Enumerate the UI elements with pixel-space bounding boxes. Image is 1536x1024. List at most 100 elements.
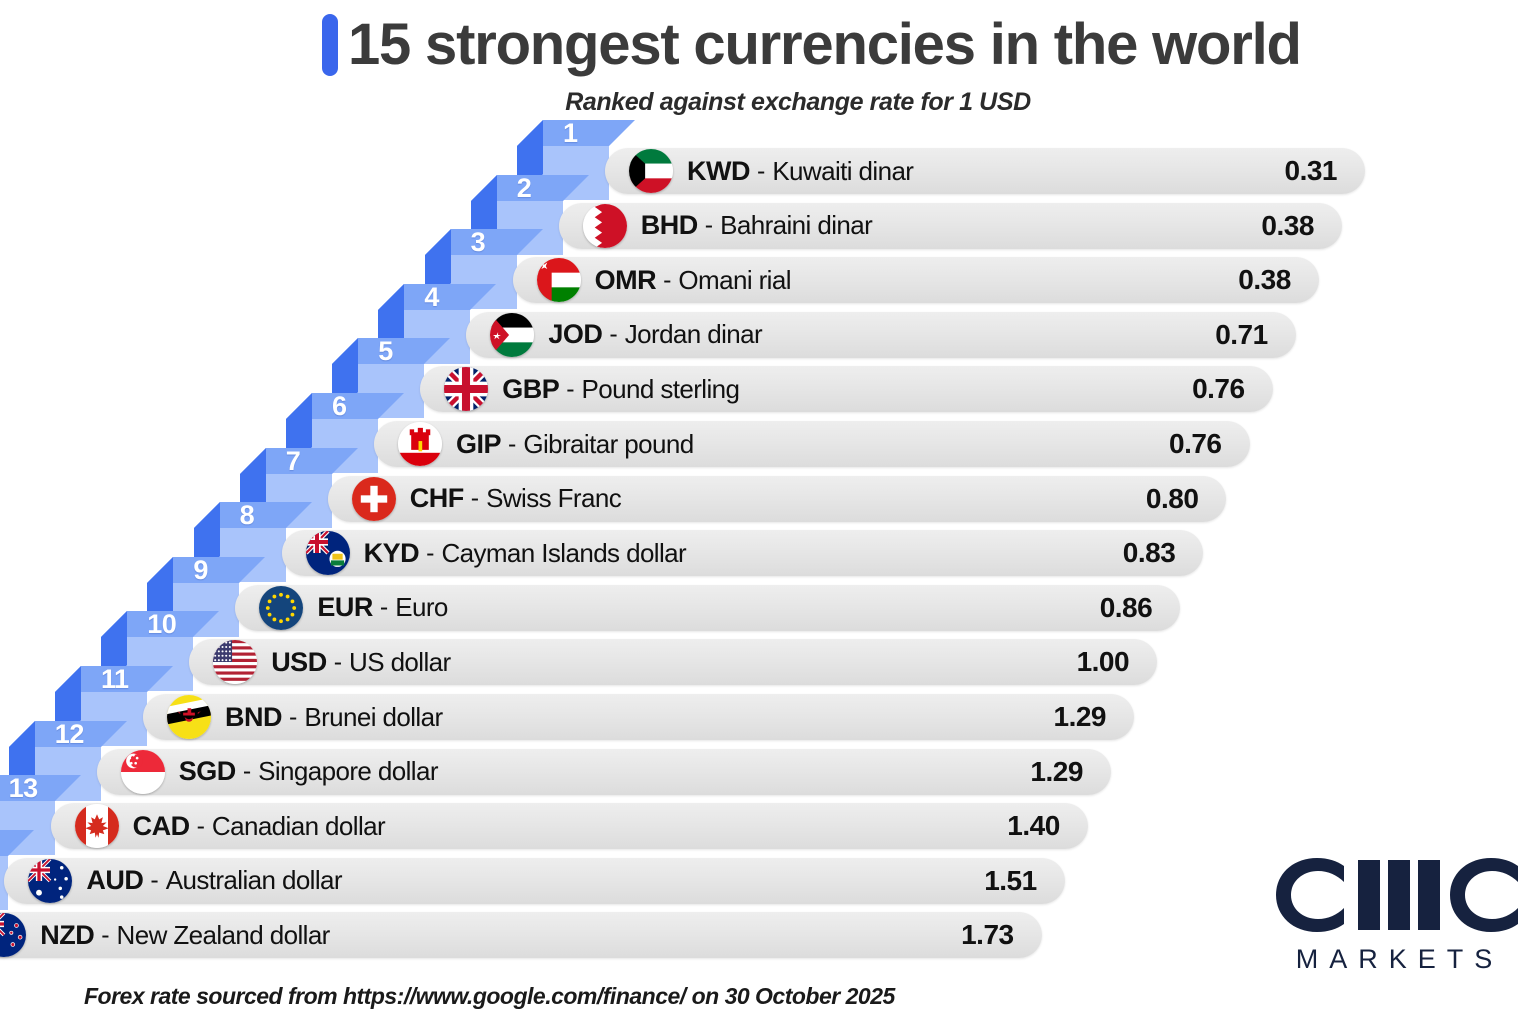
currency-label: KYD - Cayman Islands dollar <box>363 530 687 576</box>
step-rank-8: 8 <box>239 500 255 531</box>
currency-name: Kuwaiti dinar <box>772 155 914 186</box>
step-rank-6: 6 <box>332 391 347 421</box>
currency-label: BND - Brunei dollar <box>225 694 443 740</box>
currency-bar <box>235 584 1181 631</box>
label-separator: - <box>289 702 298 731</box>
currency-label: SGD - Singapore dollar <box>178 749 439 795</box>
label-separator: - <box>426 538 435 567</box>
currency-name: Canadian dollar <box>211 810 386 841</box>
currency-label: EUR - Euro <box>317 585 448 631</box>
currency-code: NZD <box>40 919 95 950</box>
title-row: 15 strongest currencies in the world <box>322 12 1302 77</box>
currency-row[interactable]: GBP - Pound sterling 0.76 <box>420 366 1273 413</box>
step-rank-5: 5 <box>378 336 393 367</box>
currency-row[interactable]: KYD - Cayman Islands dollar 0.83 <box>281 530 1204 577</box>
currency-row[interactable]: NZD - New Zealand dollar 1.73 <box>0 912 1042 959</box>
label-separator: - <box>242 757 252 786</box>
currency-code: SGD <box>178 756 237 787</box>
exchange-rate-value: 1.29 <box>1030 755 1083 787</box>
currency-code: EUR <box>317 592 373 623</box>
page-title: 15 strongest currencies in the world <box>348 12 1302 77</box>
currency-name: Cayman Islands dollar <box>441 537 687 568</box>
currency-label: JOD - Jordan dinar <box>548 312 762 358</box>
currency-bar <box>466 311 1296 358</box>
step-rank-1: 1 <box>563 118 578 148</box>
currency-name: US dollar <box>349 646 451 677</box>
currency-label: NZD - New Zealand dollar <box>40 912 330 958</box>
united-kingdom-flag-icon <box>444 367 489 412</box>
label-separator: - <box>508 429 517 458</box>
currency-bar <box>50 803 1088 850</box>
exchange-rate-value: 1.73 <box>961 919 1014 951</box>
label-separator: - <box>609 320 618 349</box>
step-rank-11: 11 <box>101 664 129 694</box>
jordan-flag-icon <box>490 312 535 357</box>
currency-row[interactable]: GIP - Gibraitar pound 0.76 <box>374 421 1250 467</box>
currency-code: BHD <box>640 210 699 241</box>
currency-row[interactable]: KWD - Kuwaiti dinar 0.31 <box>605 148 1365 194</box>
currency-label: AUD - Australian dollar <box>86 858 342 904</box>
step-rank-7: 7 <box>285 445 301 476</box>
currency-row[interactable]: AUD - Australian dollar 1.51 <box>4 857 1065 904</box>
currency-bar <box>143 694 1134 740</box>
exchange-rate-value: 0.76 <box>1192 373 1245 405</box>
currency-label: BHD - Bahraini dinar <box>640 203 873 249</box>
currency-name: Gibraitar pound <box>523 428 694 459</box>
cmc-logo-mark-icon <box>1276 858 1518 932</box>
currency-label: GIP - Gibraitar pound <box>456 421 694 467</box>
currency-name: Jordan dinar <box>624 319 763 350</box>
currency-row[interactable]: EUR - Euro 0.86 <box>235 584 1181 631</box>
exchange-rate-value: 0.80 <box>1145 482 1199 514</box>
currency-code: GBP <box>502 373 560 404</box>
step-block-2 <box>470 174 597 290</box>
exchange-rate-value: 0.86 <box>1099 591 1153 623</box>
label-separator: - <box>333 647 343 676</box>
currency-bar <box>0 912 1042 959</box>
currency-code: KYD <box>363 537 420 568</box>
step-rank-12: 12 <box>54 718 85 749</box>
exchange-rate-value: 1.40 <box>1007 810 1060 842</box>
source-note: Forex rate sourced from https://www.goog… <box>84 983 895 1009</box>
currency-bar <box>605 148 1365 194</box>
step-rank-13: 13 <box>8 773 39 804</box>
currency-label: KWD - Kuwaiti dinar <box>687 148 914 194</box>
label-separator: - <box>101 920 110 949</box>
currency-row[interactable]: JOD - Jordan dinar 0.71 <box>466 311 1296 358</box>
currency-bar <box>189 639 1158 686</box>
currency-code: JOD <box>548 319 603 350</box>
step-rank-2: 2 <box>516 172 532 203</box>
label-separator: - <box>704 211 714 240</box>
exchange-rate-value: 1.29 <box>1053 701 1107 732</box>
currency-bar <box>558 202 1342 249</box>
header: 15 strongest currencies in the world Ran… <box>0 0 1536 130</box>
step-rank-9: 9 <box>193 554 208 585</box>
currency-row[interactable]: SGD - Singapore dollar 1.29 <box>96 748 1111 795</box>
currency-code: KWD <box>687 155 750 186</box>
brunei-flag-icon <box>167 695 211 739</box>
currency-bar <box>512 257 1319 304</box>
exchange-rate-value: 0.76 <box>1169 428 1222 459</box>
currency-name: Australian dollar <box>165 865 343 896</box>
currency-name: Swiss Franc <box>486 483 622 514</box>
currency-row[interactable]: BND - Brunei dollar 1.29 <box>143 694 1134 740</box>
currency-label: USD - US dollar <box>271 639 451 685</box>
currency-row[interactable]: OMR - Omani rial 0.38 <box>512 257 1319 304</box>
currency-bar <box>420 366 1273 413</box>
canada-flag-icon <box>74 804 119 849</box>
currency-row[interactable]: CHF - Swiss Franc 0.80 <box>327 475 1227 522</box>
label-separator: - <box>663 265 672 294</box>
bahrain-flag-icon <box>582 203 627 248</box>
singapore-flag-icon <box>120 749 165 794</box>
currency-row[interactable]: USD - US dollar 1.00 <box>189 639 1158 686</box>
oman-flag-icon <box>536 258 581 303</box>
exchange-rate-value: 0.83 <box>1122 537 1176 569</box>
switzerland-flag-icon <box>351 476 396 521</box>
label-separator: - <box>196 811 205 840</box>
cmc-markets-logo: MARKETS <box>1270 852 1520 975</box>
currency-row[interactable]: CAD - Canadian dollar 1.40 <box>50 803 1088 850</box>
kuwait-flag-icon <box>629 149 673 193</box>
step-block-4 <box>378 283 504 399</box>
currency-name: Bahraini dinar <box>720 210 873 241</box>
page-subtitle: Ranked against exchange rate for 1 USD <box>565 88 1031 116</box>
currency-row[interactable]: BHD - Bahraini dinar 0.38 <box>558 202 1342 249</box>
